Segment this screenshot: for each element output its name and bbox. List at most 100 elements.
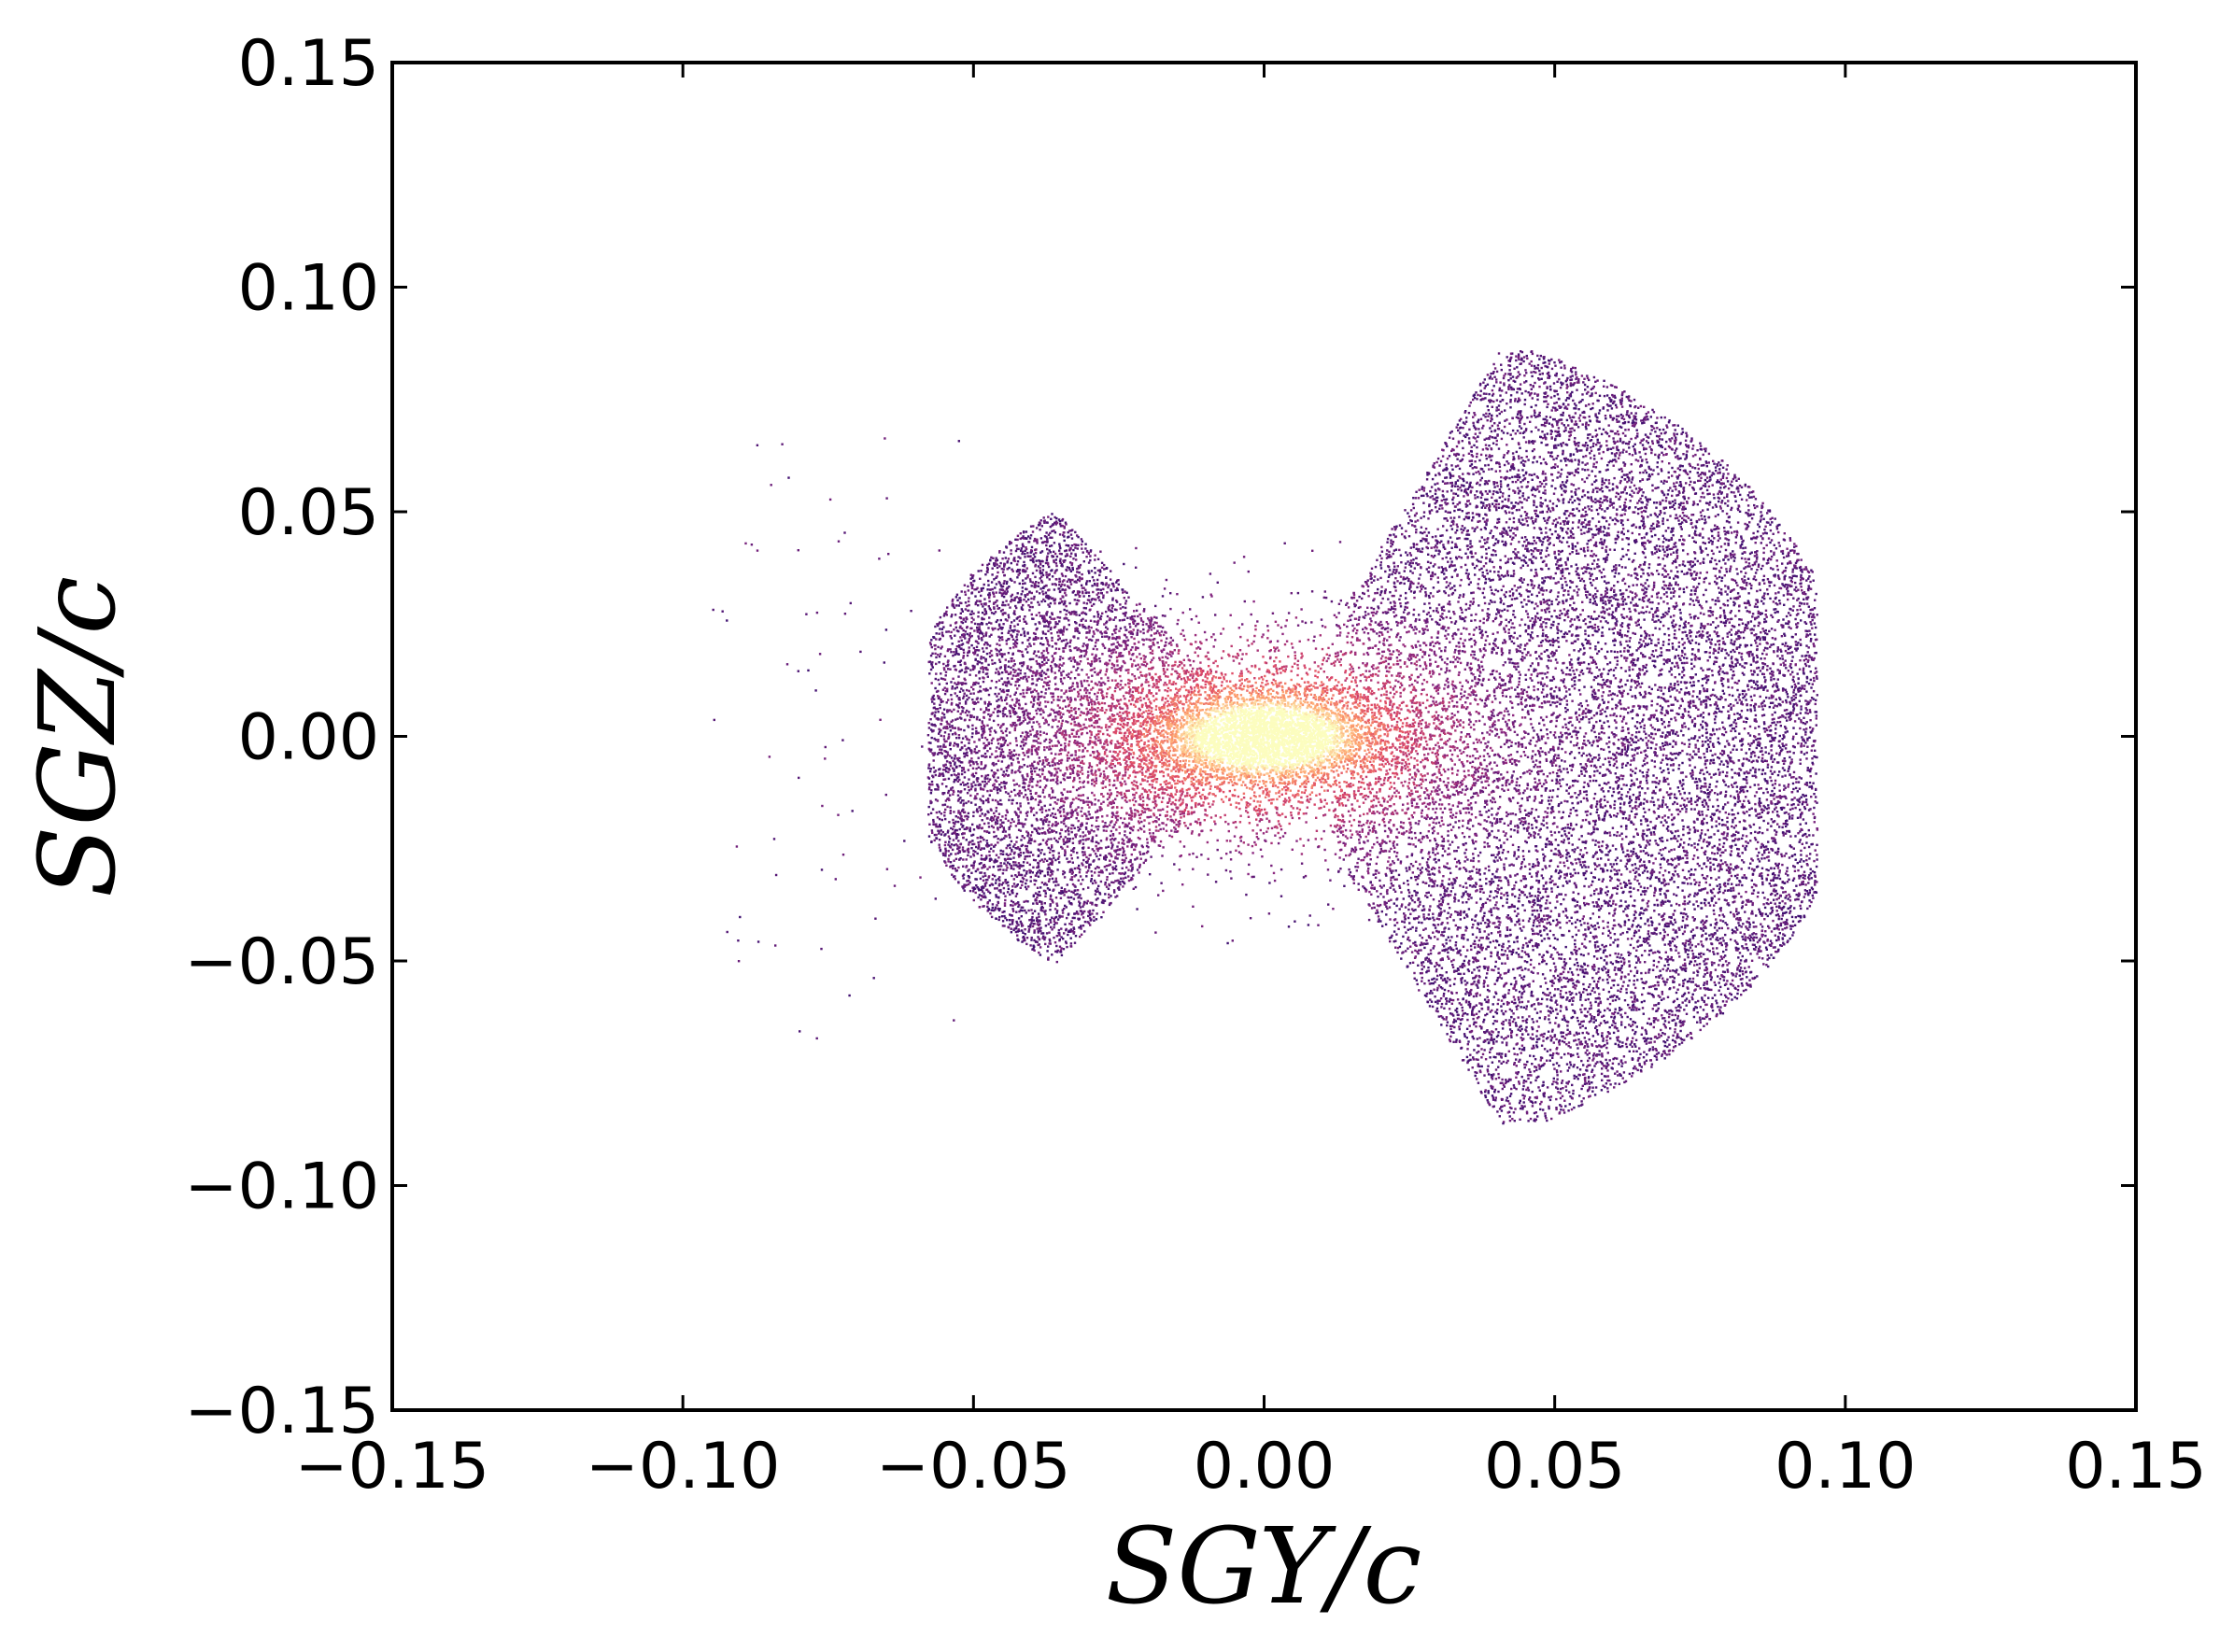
data-point [1767,840,1769,842]
data-point [1542,877,1544,879]
data-point [1496,859,1498,861]
data-point [1520,383,1521,385]
data-point [1651,440,1653,442]
data-point [1754,575,1756,577]
data-point [1761,883,1763,885]
data-point [1608,831,1610,833]
data-point [1494,876,1496,878]
data-point [1565,640,1567,642]
data-point [1704,741,1706,742]
data-point [1577,487,1579,489]
data-point [1564,561,1566,563]
data-point [1666,1046,1668,1048]
data-point [1599,684,1601,685]
data-point [1569,967,1571,969]
data-point [1651,601,1653,603]
data-point [1518,900,1520,902]
data-point [1583,988,1585,990]
data-point [1776,811,1778,812]
data-point [1393,615,1395,617]
data-point [1690,737,1692,739]
data-point [1702,735,1704,737]
data-point [1621,965,1623,967]
data-point [1539,766,1541,768]
data-point [1409,552,1411,554]
data-point [1817,614,1818,615]
data-point [1737,490,1739,492]
data-point [1641,511,1643,513]
data-point [1474,460,1476,462]
data-point [1462,1059,1463,1061]
data-point [1734,844,1736,846]
data-point [1767,593,1769,595]
data-point [1548,1031,1549,1033]
data-point [1588,718,1590,720]
data-point [1754,707,1756,709]
data-point [1427,772,1429,774]
data-point [1629,1043,1631,1045]
data-point [1375,673,1377,675]
data-point [1614,939,1616,940]
data-point [1534,618,1536,620]
data-point [1585,999,1587,1001]
data-point [1582,918,1584,920]
data-point [1803,612,1804,614]
data-point [1641,495,1643,497]
data-point [1593,731,1595,733]
data-point [1523,789,1525,791]
data-point [1653,501,1655,503]
data-point [1698,518,1700,520]
data-point [1756,558,1758,559]
data-point [1617,857,1619,859]
data-point [1748,497,1750,499]
data-point [1779,649,1781,651]
data-point [1661,804,1663,806]
data-point [1708,902,1710,904]
data-point [1498,944,1500,946]
data-point [1794,720,1796,722]
data-point [1799,861,1801,863]
data-point [1651,535,1653,537]
data-point [1407,909,1409,911]
data-point [1695,600,1697,601]
data-point [1681,638,1683,640]
data-point [1524,557,1526,558]
data-point [1528,770,1530,771]
data-point [1754,507,1756,509]
data-point [1650,834,1652,836]
data-point [1750,496,1752,498]
data-point [1719,668,1721,670]
data-point [1632,853,1633,854]
data-point [1557,445,1559,446]
data-point [1617,441,1619,443]
data-point [1779,544,1781,546]
data-point [1407,758,1409,760]
data-point [1793,699,1795,700]
data-point [1552,934,1554,936]
data-point [1437,665,1439,667]
data-point [1518,696,1520,698]
data-point [1671,437,1673,439]
data-point [1717,1006,1718,1008]
data-point [1770,940,1772,942]
data-point [1463,691,1465,693]
data-point [1653,584,1655,586]
data-point [1482,669,1484,671]
data-point [1720,711,1722,713]
data-point [1488,934,1490,936]
data-point [1582,1032,1584,1034]
data-point [1579,727,1581,728]
data-point [1579,1068,1581,1070]
data-point [1741,499,1743,501]
data-point [1688,992,1690,994]
data-point [1637,677,1639,679]
data-point [1454,623,1456,625]
data-point [1491,714,1492,716]
data-point [1598,879,1600,881]
data-point [1467,1043,1469,1045]
data-point [1781,945,1783,947]
data-point [1510,754,1512,755]
data-point [1550,473,1552,475]
data-point [1536,1030,1538,1032]
data-point [1510,983,1512,985]
